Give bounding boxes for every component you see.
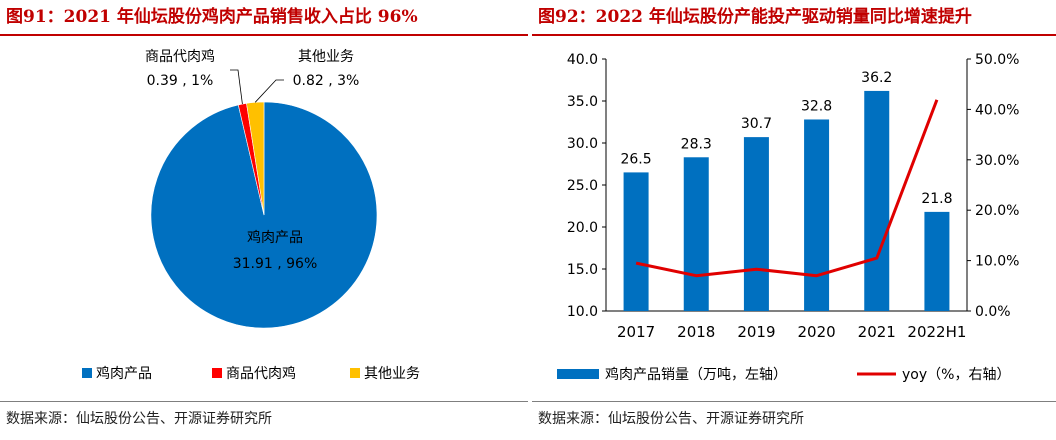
right-figure-title: 图92：2022 年仙坛股份产能投产驱动销量同比增速提升 [538,7,972,27]
pie-label-name-1: 商品代肉鸡 [145,48,215,65]
legend-label-0: 鸡肉产品 [96,365,152,382]
pie-leader-lines [230,69,284,105]
legend-label-2: 其他业务 [364,366,420,382]
left-tick-label: 25.0 [567,178,598,194]
left-figure-title: 图91：2021 年仙坛股份鸡肉产品销售收入占比 96% [6,7,418,27]
left-title-divider [0,34,528,36]
legend-label-1: 商品代肉鸡 [226,365,296,382]
bar-2022H1 [924,211,950,311]
right-source-note: 数据来源：仙坛股份公告、开源证券研究所 [538,411,804,427]
x-tick-label: 2022H1 [907,323,966,341]
x-tick-label: 2021 [858,323,896,341]
x-tick-label: 2020 [797,323,835,341]
pie-legend: 鸡肉产品 商品代肉鸡 其他业务 [82,365,420,382]
left-tick-label: 20.0 [567,220,598,236]
left-tick-label: 35.0 [567,94,598,110]
left-figure-panel: 图91：2021 年仙坛股份鸡肉产品销售收入占比 96% 鸡肉产品 31.91 ,… [0,7,528,427]
x-tick-label: 2019 [737,323,775,341]
bar-label-2020: 32.8 [801,98,832,114]
right-source-divider [532,401,1056,402]
left-tick-label: 15.0 [567,262,598,278]
pie-leader-1 [230,69,243,105]
line-series [635,99,939,278]
legend-swatch-2 [350,368,360,378]
pie-slice-2 [246,101,265,216]
bar-series [623,90,950,311]
legend-swatch-0 [82,368,92,378]
left-tick-label: 30.0 [567,136,598,152]
pie-chart: 鸡肉产品 31.91 , 96% 商品代肉鸡 0.39 , 1% 其他业务 0.82 , … [82,48,420,382]
bar-2019 [743,137,769,311]
legend-label-line: yoy（%，右轴） [902,367,1010,383]
legend-label-bar: 鸡肉产品销量（万吨，左轴） [605,366,787,383]
bar-label-2022H1: 21.8 [921,191,952,207]
x-tick-label: 2018 [677,323,715,341]
right-tick-label: 40.0% [975,102,1019,118]
pie-data-labels: 鸡肉产品 31.91 , 96% 商品代肉鸡 0.39 , 1% 其他业务 0.82 , … [145,48,359,272]
left-source-note: 数据来源：仙坛股份公告、开源证券研究所 [6,411,272,427]
legend-swatch-bar [557,369,599,379]
right-tick-label: 10.0% [975,254,1019,270]
legend-swatch-1 [212,368,222,378]
pie-label-name-2: 其他业务 [298,49,354,65]
left-tick-label: 10.0 [567,304,598,320]
pie-label-name-0: 鸡肉产品 [247,229,303,246]
left-tick-label: 40.0 [567,52,598,68]
yoy-line [635,99,939,278]
pie-slices [150,101,378,329]
right-title-divider [532,34,1056,36]
right-tick-label: 50.0% [975,52,1019,68]
chart-text: 10.0 15.0 20.0 25.0 30.0 35.0 40.0 0.0% 10.0% 20.… [567,52,1020,341]
right-tick-label: 20.0% [975,203,1019,219]
bar-2021 [864,90,890,311]
bar-2020 [804,119,830,311]
bar-line-chart: 10.0 15.0 20.0 25.0 30.0 35.0 40.0 0.0% 10.0% 20.… [557,52,1020,383]
left-source-divider [0,401,528,402]
bar-label-2017: 26.5 [620,151,651,167]
bar-2018 [683,157,709,311]
bar-label-2021: 36.2 [861,70,892,86]
bar-label-2018: 28.3 [681,136,712,152]
bar-label-2019: 30.7 [741,116,772,132]
x-tick-label: 2017 [617,323,655,341]
pie-leader-2 [254,79,284,103]
chart-legend: 鸡肉产品销量（万吨，左轴） yoy（%，右轴） [557,366,1010,383]
pie-label-value-1: 0.39 , 1% [147,73,214,89]
right-tick-label: 0.0% [975,304,1011,320]
pie-label-value-2: 0.82 , 3% [293,73,360,89]
pie-label-value-0: 31.91 , 96% [233,256,318,272]
right-tick-label: 30.0% [975,153,1019,169]
chart-axes [602,58,971,312]
right-figure-panel: 图92：2022 年仙坛股份产能投产驱动销量同比增速提升 10.0 15.0 20.… [532,0,1056,440]
bar-2017 [623,172,649,311]
